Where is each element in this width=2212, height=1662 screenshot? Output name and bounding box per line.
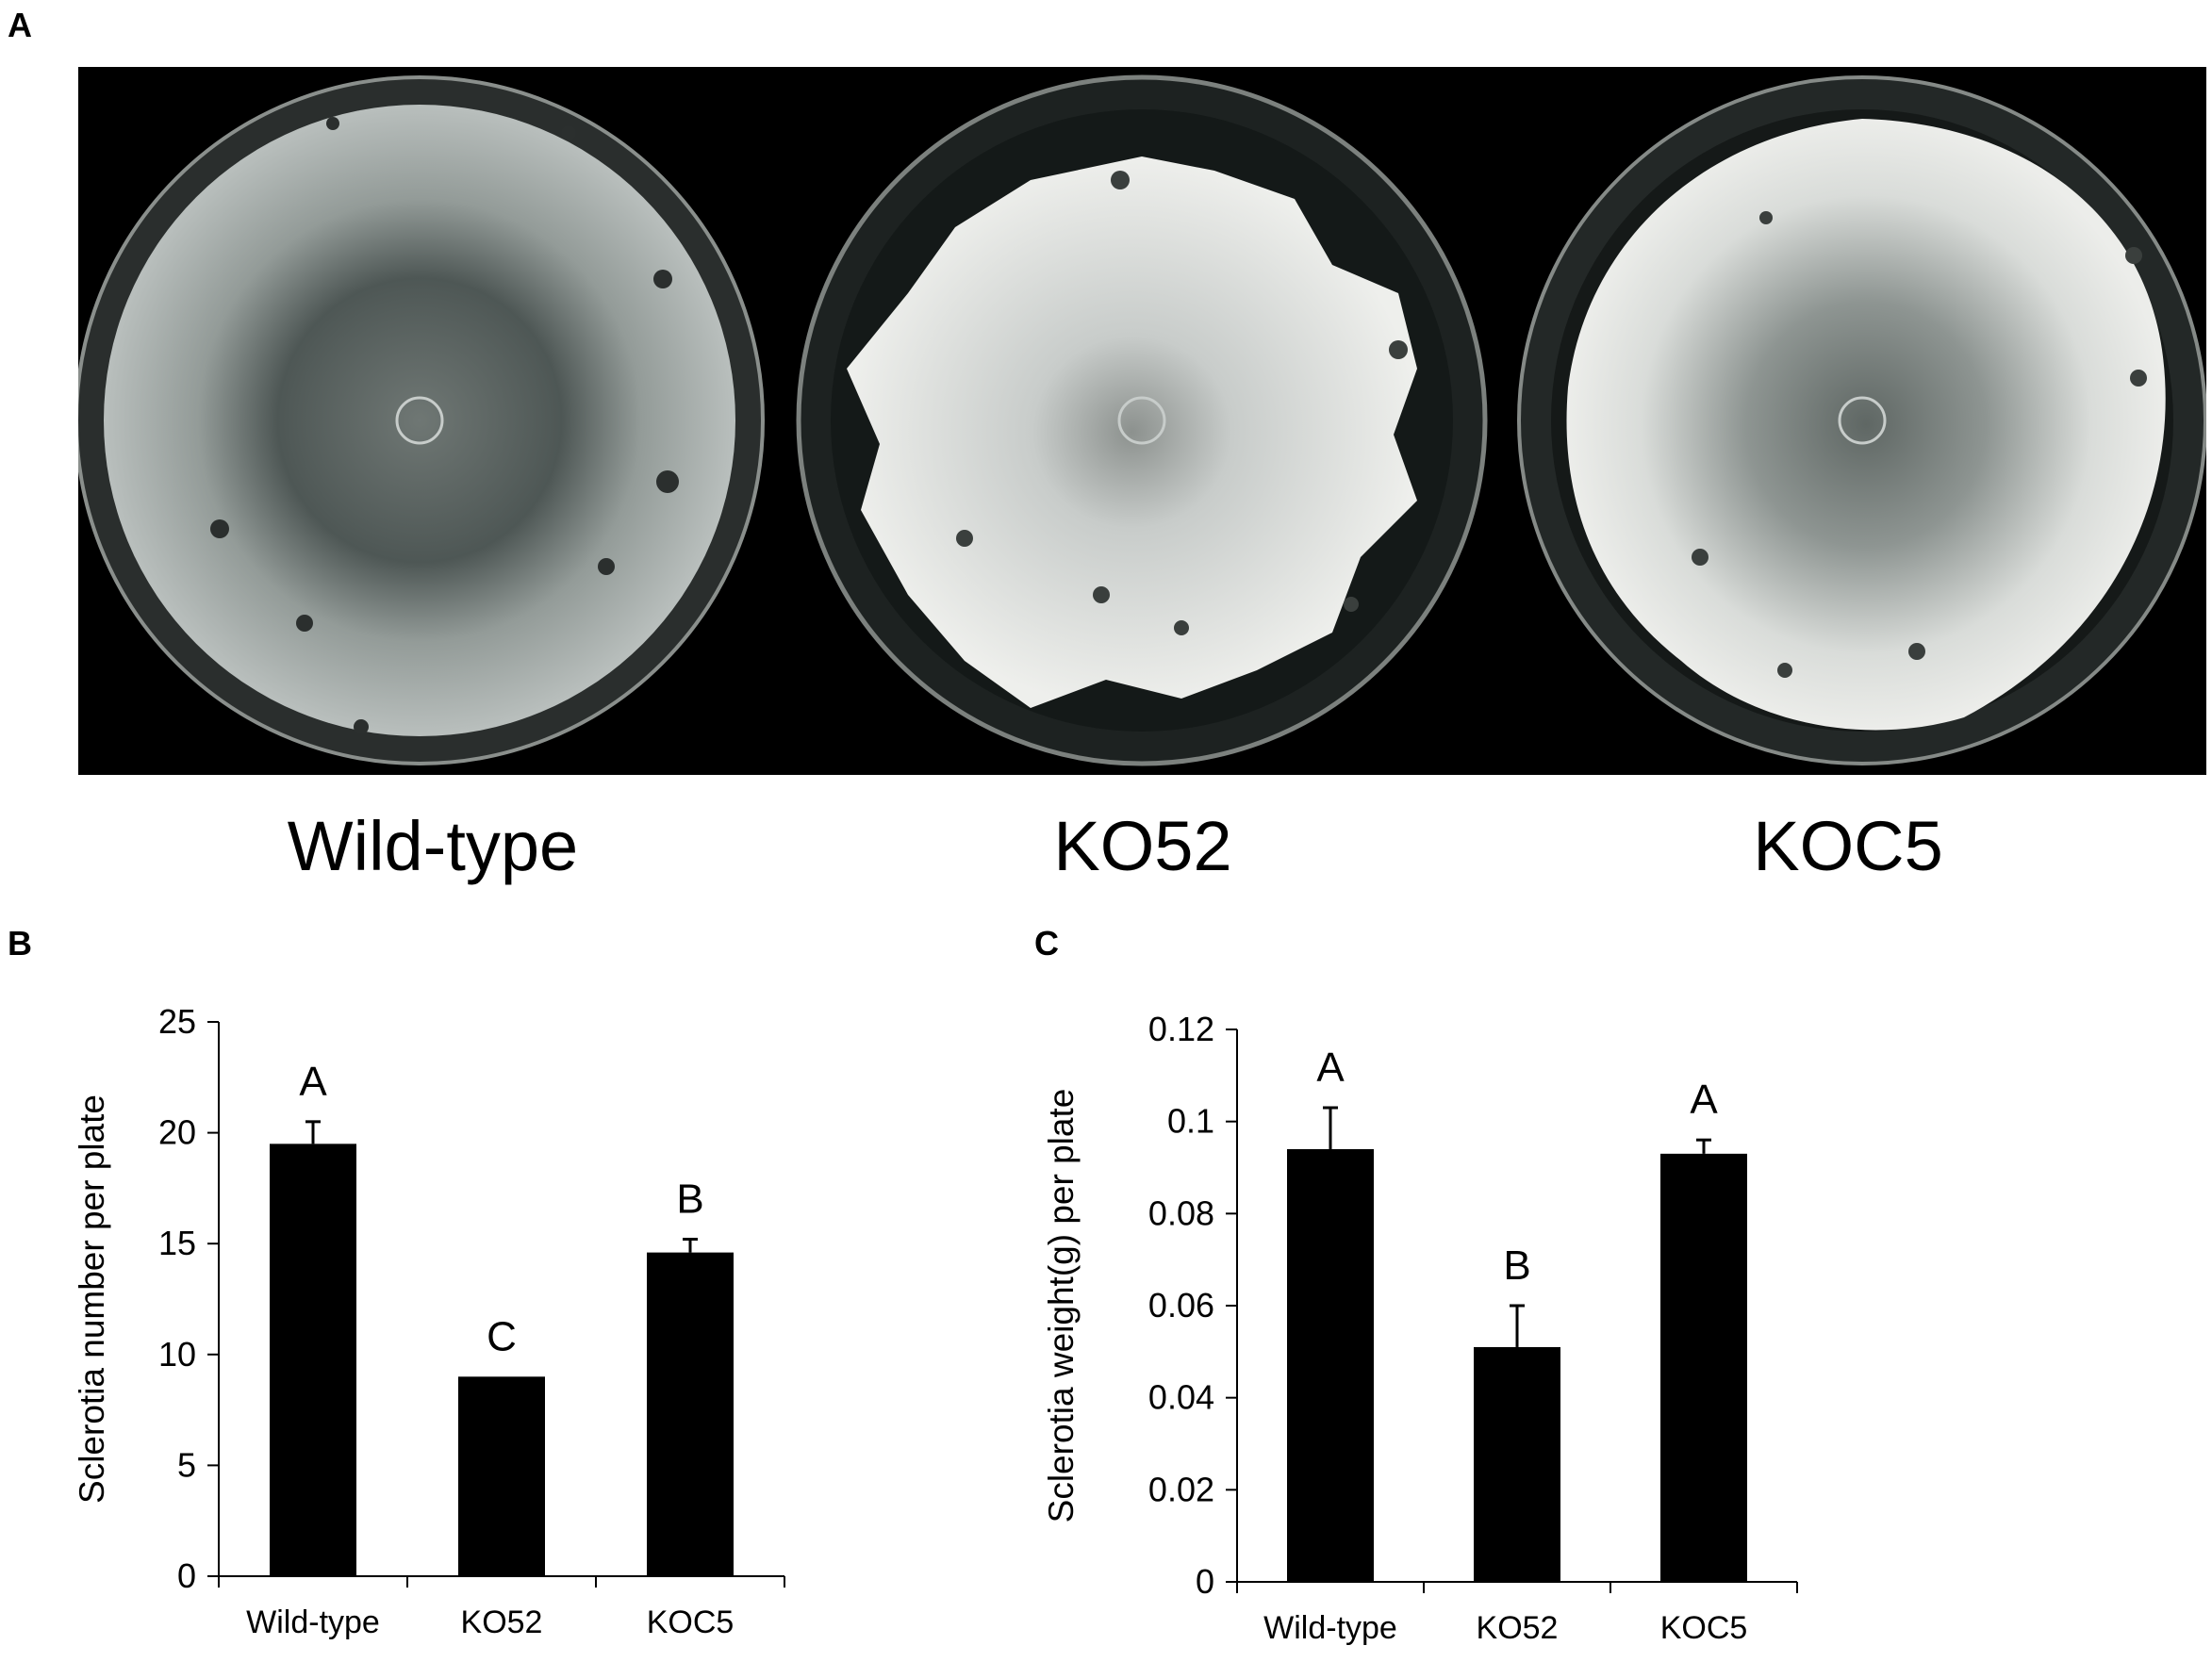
y-tick-label: 0.04 — [1148, 1378, 1214, 1417]
significance-letter: A — [1690, 1077, 1718, 1123]
y-tick-label: 5 — [177, 1445, 196, 1484]
y-tick-label: 15 — [158, 1224, 196, 1262]
significance-letter: B — [676, 1176, 703, 1222]
x-tick-label: Wild-type — [1263, 1610, 1397, 1646]
x-tick-label: KOC5 — [647, 1604, 735, 1640]
y-tick-label: 25 — [158, 1002, 196, 1041]
bar-ko52 — [1474, 1346, 1560, 1582]
plate-label-ko52: KO52 — [1053, 807, 1232, 885]
plate-label-koc5: KOC5 — [1753, 807, 1943, 885]
panel-label-a: A — [8, 6, 32, 44]
y-tick-label: 0.06 — [1148, 1286, 1214, 1325]
x-tick-label: KO52 — [461, 1604, 543, 1640]
significance-letter: B — [1503, 1242, 1530, 1289]
bar-ko52 — [458, 1376, 545, 1576]
sclerotia-weight-chart: 0 0.02 0.04 0.06 0.08 0.1 0.12 Sclerotia weight… — [1042, 1010, 1798, 1646]
y-tick-label: 0.02 — [1148, 1470, 1214, 1508]
bar-koc5 — [647, 1252, 734, 1576]
plate-wild-type — [78, 75, 765, 765]
petri-dish-illustration — [78, 74, 2206, 766]
plate-koc5 — [1517, 75, 2206, 765]
y-tick-label: 0.1 — [1167, 1102, 1214, 1141]
y-axis-title: Sclerotia number per plate — [73, 1094, 111, 1504]
y-tick-label: 0 — [1196, 1562, 1214, 1601]
significance-letter: C — [487, 1313, 517, 1359]
y-tick-label: 20 — [158, 1113, 196, 1152]
panel-label-b: B — [8, 924, 32, 963]
plate-ko52 — [796, 74, 1488, 766]
sclerotia-number-chart: 0 5 10 15 20 25 Sclerotia number per plate A Wil… — [73, 1002, 785, 1640]
plate-label-wild-type: Wild-type — [287, 807, 579, 885]
panel-label-c: C — [1034, 924, 1059, 963]
y-tick-label: 0.12 — [1148, 1010, 1214, 1048]
y-axis-title: Sclerotia weight(g) per plate — [1042, 1089, 1081, 1523]
significance-letter: A — [1316, 1045, 1345, 1091]
y-tick-label: 10 — [158, 1335, 196, 1374]
bar-koc5 — [1660, 1153, 1747, 1582]
bar-wild-type — [270, 1144, 356, 1576]
x-tick-label: KO52 — [1477, 1610, 1559, 1646]
x-tick-label: Wild-type — [246, 1604, 380, 1640]
y-tick-label: 0 — [177, 1556, 196, 1595]
petri-dish-photo — [78, 67, 2206, 775]
y-tick-label: 0.08 — [1148, 1193, 1214, 1232]
x-tick-label: KOC5 — [1660, 1610, 1748, 1646]
significance-letter: A — [299, 1059, 327, 1105]
bar-wild-type — [1287, 1148, 1374, 1582]
